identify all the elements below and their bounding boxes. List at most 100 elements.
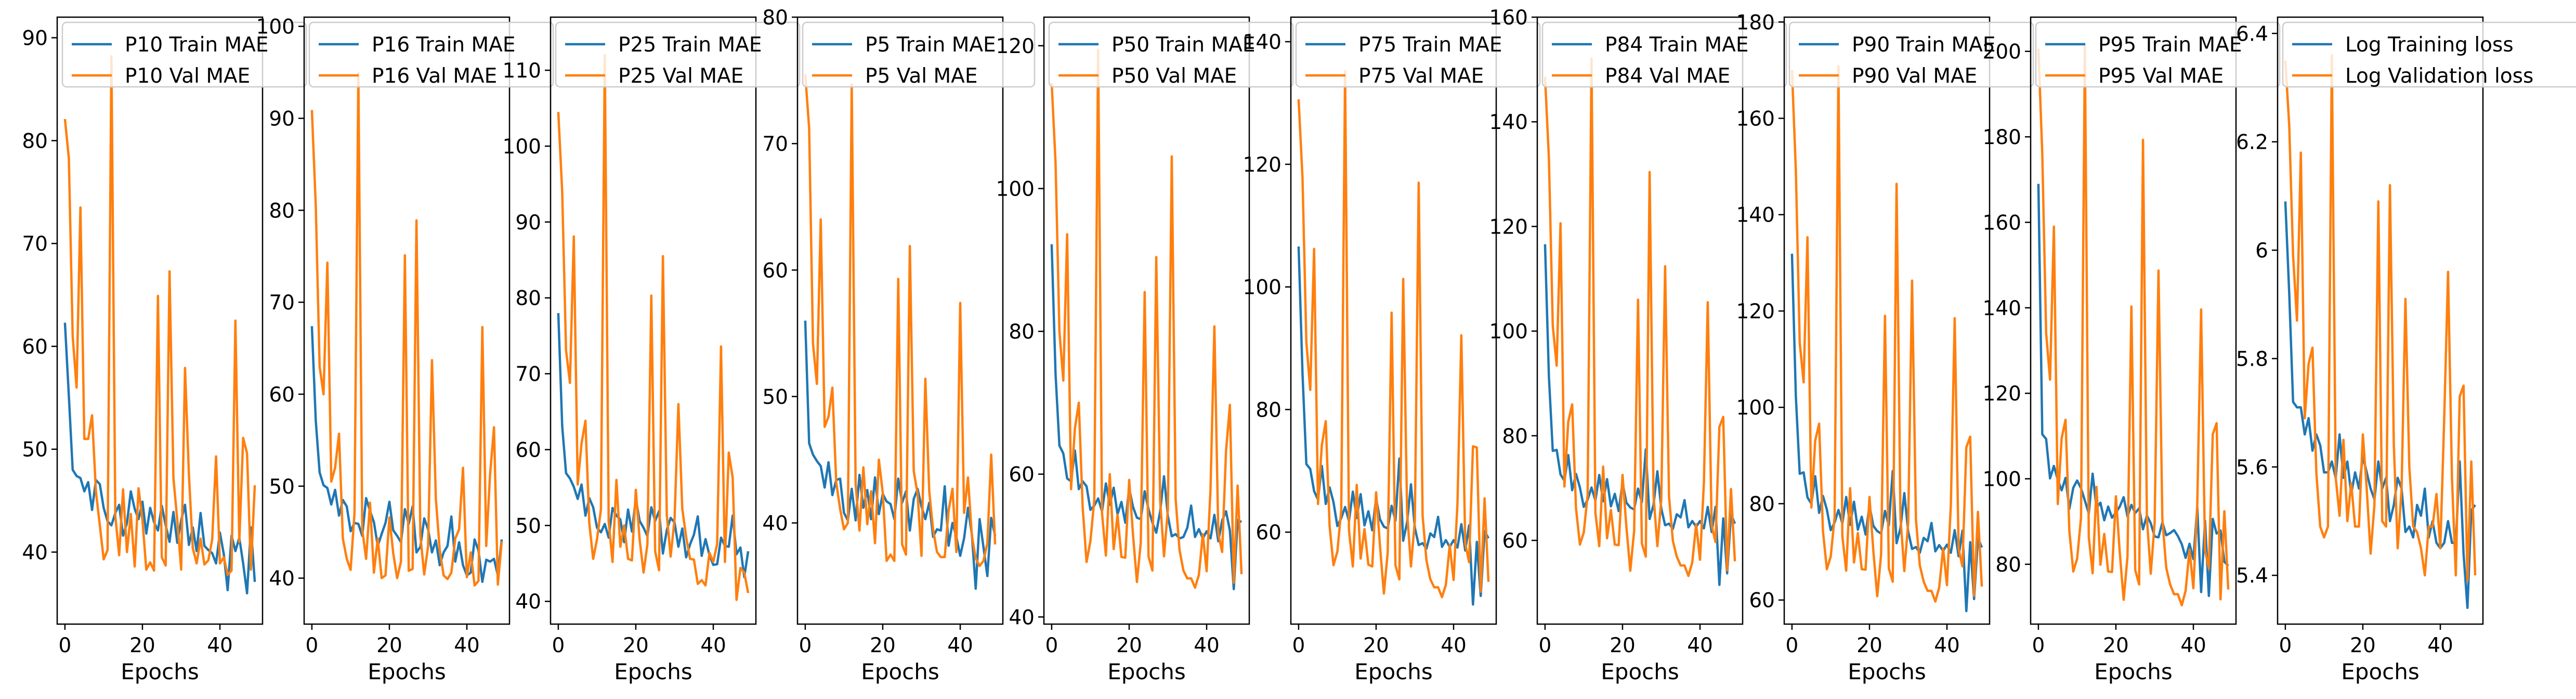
y-tick-label: 60 (22, 335, 48, 359)
plot-area (1544, 57, 1736, 586)
y-tick-label: 60 (1256, 521, 1282, 545)
x-tick-label: 0 (1045, 634, 1058, 657)
y-tick-label: 180 (1736, 11, 1775, 34)
y-tick-label: 5.4 (2236, 564, 2268, 588)
x-axis-label: Epochs (1107, 659, 1186, 684)
y-tick-label: 60 (1749, 589, 1775, 613)
legend-label: P10 Val MAE (125, 64, 250, 88)
y-tick-label: 140 (1983, 297, 2021, 320)
x-tick-label: 20 (1610, 634, 1636, 657)
y-tick-label: 60 (515, 438, 541, 462)
x-tick-label: 40 (207, 634, 233, 657)
legend: P75 Train MAE P75 Val MAE (1295, 21, 1541, 88)
y-tick-label: 6 (2255, 239, 2268, 263)
plot-area (1790, 65, 1983, 613)
axes-frame (2277, 16, 2484, 625)
y-tick-label: 80 (1256, 398, 1282, 422)
plot-area (804, 74, 997, 590)
y-tick-label: 80 (762, 6, 788, 30)
series-line-val (1050, 48, 1243, 589)
legend-label: P84 Train MAE (1605, 33, 1749, 57)
y-tick-label: 50 (515, 514, 541, 538)
legend-box (1541, 21, 1787, 88)
chart-panel-4: 0 20 40 40 50 60 70 80 Epochs P5 Train MAE P5 Val … (762, 6, 1036, 684)
y-tick-label: 100 (1243, 276, 1282, 300)
y-tick-label: 90 (22, 27, 48, 50)
y-tick-label: 80 (515, 287, 541, 310)
legend-label: Log Validation loss (2345, 64, 2533, 88)
x-tick-label: 40 (947, 634, 973, 657)
chart-panel-9: 0 20 40 80 100 120 140 160 180 200 Epochs P95 Train… (1983, 16, 2281, 684)
axes-frame (2030, 16, 2237, 625)
x-tick-label: 40 (1194, 634, 1220, 657)
y-tick-label: 60 (762, 259, 788, 282)
y-tick-label: 80 (269, 199, 295, 223)
axes-frame (1783, 16, 1991, 625)
y-tick-label: 70 (762, 133, 788, 156)
x-tick-label: 20 (376, 634, 402, 657)
y-tick-label: 80 (1009, 320, 1035, 344)
y-tick-label: 140 (1489, 111, 1528, 134)
series-line-val (2284, 54, 2477, 582)
y-tick-label: 120 (1489, 215, 1528, 239)
legend-label: P50 Val MAE (1112, 64, 1237, 88)
series-line-train (557, 313, 750, 578)
y-tick-label: 80 (1995, 553, 2021, 577)
x-tick-label: 20 (2103, 634, 2129, 657)
x-tick-label: 20 (1116, 634, 1142, 657)
series-line-val (1790, 65, 1983, 603)
x-tick-label: 0 (2032, 634, 2045, 657)
y-tick-label: 50 (22, 438, 48, 462)
x-tick-label: 40 (454, 634, 480, 657)
x-tick-label: 40 (2427, 634, 2453, 657)
legend: P95 Train MAE P95 Val MAE (2035, 21, 2281, 88)
y-tick-label: 100 (256, 16, 295, 39)
legend-label: P75 Val MAE (1358, 64, 1484, 88)
x-tick-label: 40 (2180, 634, 2206, 657)
legend-box (308, 21, 554, 88)
series-line-val (310, 72, 503, 587)
legend-label: P90 Val MAE (1852, 64, 1977, 88)
y-tick-label: 140 (1736, 204, 1775, 227)
y-tick-label: 5.6 (2236, 456, 2268, 480)
legend-box (1048, 21, 1294, 88)
x-tick-label: 0 (1785, 634, 1798, 657)
x-axis-label: Epochs (1354, 659, 1433, 684)
x-tick-label: 40 (1934, 634, 1960, 657)
x-tick-label: 40 (1441, 634, 1467, 657)
chart-panel-10: 0 20 40 5.4 5.6 5.8 6 6.2 6.4 Epochs Log Training … (2236, 16, 2576, 684)
x-tick-label: 20 (1363, 634, 1389, 657)
y-tick-label: 110 (503, 59, 541, 83)
x-tick-label: 0 (2279, 634, 2292, 657)
y-tick-label: 120 (1983, 382, 2021, 406)
legend-box (555, 21, 801, 88)
series-line-val (804, 74, 997, 567)
legend-label: Log Training loss (2345, 33, 2514, 57)
chart-panel-3: 0 20 40 40 50 60 70 80 90 100 110 Epochs P25 Train M… (503, 16, 801, 684)
legend-label: P25 Train MAE (618, 33, 762, 57)
y-tick-label: 140 (1243, 31, 1282, 54)
axes-frame (1290, 16, 1497, 625)
y-tick-label: 6.4 (2236, 22, 2268, 46)
x-tick-label: 0 (58, 634, 71, 657)
y-tick-label: 90 (515, 211, 541, 235)
y-tick-label: 70 (515, 363, 541, 386)
legend: P5 Train MAE P5 Val MAE (802, 21, 1036, 88)
y-tick-label: 40 (515, 590, 541, 614)
y-tick-label: 160 (1736, 108, 1775, 131)
x-tick-label: 20 (870, 634, 896, 657)
y-tick-label: 40 (269, 567, 295, 591)
chart-panel-7: 0 20 40 60 80 100 120 140 160 Epochs P84 Train MAE… (1489, 6, 1787, 684)
y-tick-label: 40 (1009, 606, 1035, 629)
series-line-val (1544, 57, 1736, 577)
series-line-val (2037, 44, 2230, 607)
x-axis-label: Epochs (1601, 659, 1679, 684)
x-axis-label: Epochs (861, 659, 939, 684)
legend-label: P10 Train MAE (125, 33, 269, 57)
y-tick-label: 80 (22, 130, 48, 153)
legend-box (1788, 21, 2034, 88)
axes-frame (1536, 16, 1744, 625)
